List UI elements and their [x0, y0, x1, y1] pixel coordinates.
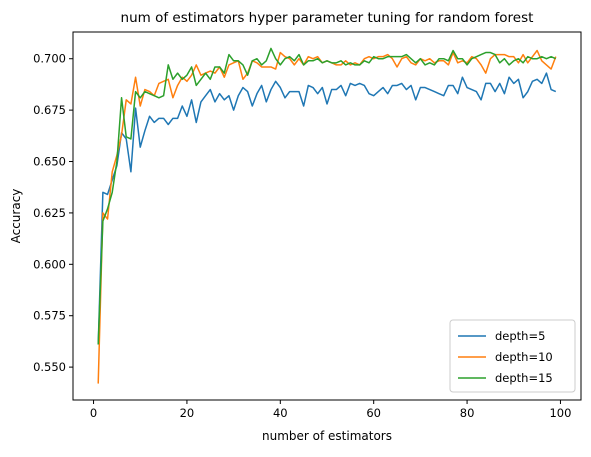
- y-axis-label: Accuracy: [9, 189, 23, 244]
- x-tick-label: 100: [549, 406, 571, 420]
- series-lines: [97, 47, 557, 384]
- x-axis: 0 20 40 60 80 100: [90, 400, 571, 420]
- x-axis-label: number of estimators: [262, 429, 392, 443]
- y-tick-label: 0.625: [33, 206, 66, 220]
- y-axis: 0.550 0.575 0.600 0.625 0.650 0.675 0.700: [33, 52, 73, 374]
- plot-area: [72, 31, 582, 401]
- chart-title: num of estimators hyper parameter tuning…: [121, 10, 534, 26]
- y-tick-label: 0.575: [33, 309, 66, 323]
- legend-label-2: depth=10: [495, 350, 553, 364]
- plot-frame: [72, 31, 582, 401]
- y-tick-label: 0.700: [33, 52, 66, 66]
- legend-box: [449, 319, 576, 393]
- legend: depth=5 depth=10 depth=15: [449, 319, 576, 393]
- x-tick-label: 40: [273, 406, 288, 420]
- legend-label-1: depth=5: [495, 329, 545, 343]
- series-line-1: [97, 72, 557, 345]
- y-tick-label: 0.550: [33, 360, 66, 374]
- x-tick-label: 60: [366, 406, 381, 420]
- legend-label-3: depth=15: [495, 371, 553, 385]
- series-line-3: [97, 47, 557, 345]
- x-tick-label: 0: [90, 406, 97, 420]
- x-tick-label: 80: [460, 406, 475, 420]
- x-tick-label: 20: [180, 406, 195, 420]
- y-tick-label: 0.675: [33, 103, 66, 117]
- y-tick-label: 0.650: [33, 155, 66, 169]
- y-tick-label: 0.600: [33, 257, 66, 271]
